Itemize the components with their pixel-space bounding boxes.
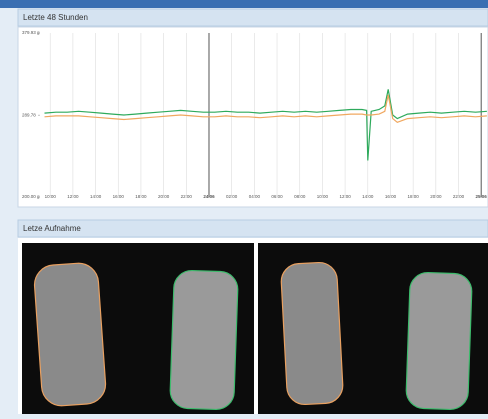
camera-image [258,243,488,414]
x-tick-label: 20:00 [158,194,170,199]
x-tick-label: 12:00 [339,194,351,199]
object-outline [280,262,343,406]
object-outline [33,262,107,407]
top-bar [0,0,488,8]
screen: Letzte 48 Stunden Letze Aufnahme 10:00 12… [0,0,488,414]
x-tick-label: 18:00 [408,194,420,199]
y-tick-label: 379.93 g [22,30,40,35]
x-tick-label: 10:00 [45,194,57,199]
panel-header [18,220,488,237]
panel-title: Letzte 48 Stunden [23,13,88,22]
x-tick-label: 14:00 [90,194,102,199]
x-tick-label: 22:00 [453,194,465,199]
x-tick-label: 18:00 [135,194,147,199]
x-tick-label: 04:00 [249,194,261,199]
x-tick-label: 02:00 [226,194,238,199]
x-tick-label: 16:00 [113,194,125,199]
x-tick-label: 20:00 [430,194,442,199]
panel-header [18,9,488,26]
x-tick-label: 14:00 [362,194,374,199]
x-tick-label: 16:00 [385,194,397,199]
y-tick-label: 289.78 [22,112,36,117]
page: {"sections": {"history_title": "Letzte 4… [0,0,488,414]
x-tick-label: 08:00 [294,194,306,199]
x-tick-label: 22:00 [181,194,193,199]
x-tick-label: 12:00 [67,194,79,199]
y-tick-label: 200.00 g [22,194,40,199]
panel-title: Letze Aufnahme [23,224,81,233]
x-tick-label: 24.06 [203,194,215,199]
x-tick-label: 10:00 [317,194,329,199]
object-outline [406,272,473,410]
object-outline [170,270,239,410]
camera-image [22,243,254,414]
x-tick-label: 25.06 [476,194,488,199]
x-tick-label: 06:00 [271,194,283,199]
